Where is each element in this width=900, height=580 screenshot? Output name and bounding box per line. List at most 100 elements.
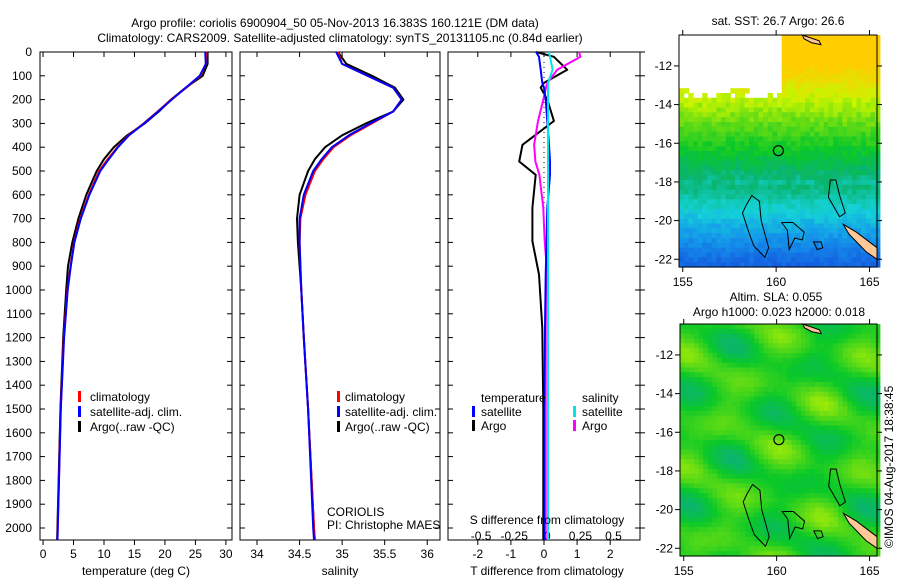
map-cell bbox=[795, 180, 801, 186]
map-cell bbox=[819, 454, 825, 460]
map-cell bbox=[730, 252, 736, 258]
map-cell bbox=[721, 189, 727, 196]
map-cell bbox=[833, 39, 839, 46]
map-cell bbox=[698, 396, 704, 402]
map-cell bbox=[851, 107, 858, 113]
map-cell bbox=[861, 252, 867, 258]
map-cell bbox=[833, 252, 839, 258]
map-cell bbox=[795, 146, 801, 152]
map-cell bbox=[754, 522, 760, 528]
map-cell bbox=[716, 233, 722, 239]
map-cell bbox=[698, 425, 704, 431]
map-cell bbox=[805, 396, 811, 402]
map-cell bbox=[805, 54, 811, 60]
map-cell bbox=[744, 213, 750, 220]
map-cell bbox=[679, 146, 685, 152]
map-cell bbox=[777, 512, 783, 518]
map-cell bbox=[759, 382, 765, 388]
map-cell bbox=[837, 97, 844, 104]
map-cell bbox=[865, 454, 872, 460]
map-cell bbox=[781, 180, 787, 186]
map-cell bbox=[707, 151, 713, 157]
map-cell bbox=[688, 151, 694, 157]
map-cell bbox=[758, 112, 764, 118]
map-cell bbox=[749, 401, 755, 407]
map-cell bbox=[833, 464, 839, 470]
map-cell bbox=[763, 493, 769, 499]
map-cell bbox=[842, 102, 848, 109]
map-cell bbox=[875, 73, 881, 80]
map-cell bbox=[786, 122, 792, 128]
map-cell bbox=[819, 68, 825, 75]
map-cell bbox=[795, 218, 801, 225]
map-cell bbox=[717, 348, 723, 354]
map-cell bbox=[861, 146, 867, 152]
map-cell bbox=[735, 353, 742, 359]
map-cell bbox=[847, 180, 853, 186]
map-cell bbox=[865, 415, 872, 422]
map-cell bbox=[749, 382, 755, 388]
map-cell bbox=[679, 252, 685, 258]
map-cell bbox=[847, 522, 853, 528]
map-cell bbox=[735, 160, 741, 167]
map-cell bbox=[763, 213, 769, 220]
map-cell bbox=[856, 478, 862, 485]
map-cell bbox=[721, 170, 727, 176]
map-cell bbox=[847, 184, 853, 191]
map-cell bbox=[856, 102, 862, 109]
map-cell bbox=[823, 257, 830, 263]
map-cell bbox=[744, 136, 750, 142]
map-cell bbox=[838, 411, 844, 417]
map-cell bbox=[777, 435, 783, 441]
map-cell bbox=[772, 357, 779, 364]
map-cell bbox=[744, 122, 750, 128]
map-cell bbox=[842, 430, 848, 436]
map-cell bbox=[684, 551, 690, 557]
map-cell bbox=[809, 189, 816, 196]
map-cell bbox=[791, 338, 797, 344]
map-cell bbox=[865, 155, 872, 162]
map-cell bbox=[833, 223, 839, 229]
map-cell bbox=[745, 493, 751, 499]
map-cell bbox=[856, 464, 862, 470]
map-cell bbox=[758, 160, 764, 167]
map-cell bbox=[735, 502, 742, 509]
map-cell bbox=[698, 411, 704, 417]
map-cell bbox=[796, 348, 802, 354]
map-cell bbox=[767, 252, 773, 258]
map-cell bbox=[805, 415, 811, 422]
legend-swatch-climatology bbox=[337, 391, 340, 402]
map-cell bbox=[851, 425, 858, 431]
map-cell bbox=[847, 218, 853, 225]
map-cell bbox=[753, 228, 759, 234]
map-cell bbox=[800, 146, 806, 152]
map-cell bbox=[795, 170, 801, 176]
map-cell bbox=[731, 527, 737, 533]
map-cell bbox=[870, 93, 876, 99]
map-cell bbox=[791, 382, 797, 388]
map-cell bbox=[772, 107, 778, 113]
map-cell bbox=[679, 204, 685, 210]
map-cell bbox=[828, 228, 834, 234]
map-cell bbox=[847, 68, 853, 75]
map-cell bbox=[824, 488, 830, 494]
map-cell bbox=[861, 328, 867, 335]
map-cell bbox=[763, 444, 769, 451]
map-cell bbox=[749, 170, 755, 176]
map-cell bbox=[861, 112, 867, 118]
map-cell bbox=[828, 180, 834, 186]
map-cell bbox=[777, 146, 783, 152]
map-cell bbox=[782, 362, 788, 369]
map-cell bbox=[875, 64, 881, 70]
map-cell bbox=[744, 151, 750, 157]
map-cell bbox=[680, 527, 686, 533]
map-cell bbox=[740, 459, 746, 465]
map-cell bbox=[689, 367, 695, 373]
map-cell bbox=[735, 117, 741, 123]
map-cell bbox=[838, 382, 844, 388]
map-cell bbox=[823, 35, 830, 41]
map-cell bbox=[796, 536, 802, 543]
map-cell bbox=[791, 146, 797, 152]
map-cell bbox=[838, 324, 844, 330]
map-cell bbox=[796, 473, 802, 480]
